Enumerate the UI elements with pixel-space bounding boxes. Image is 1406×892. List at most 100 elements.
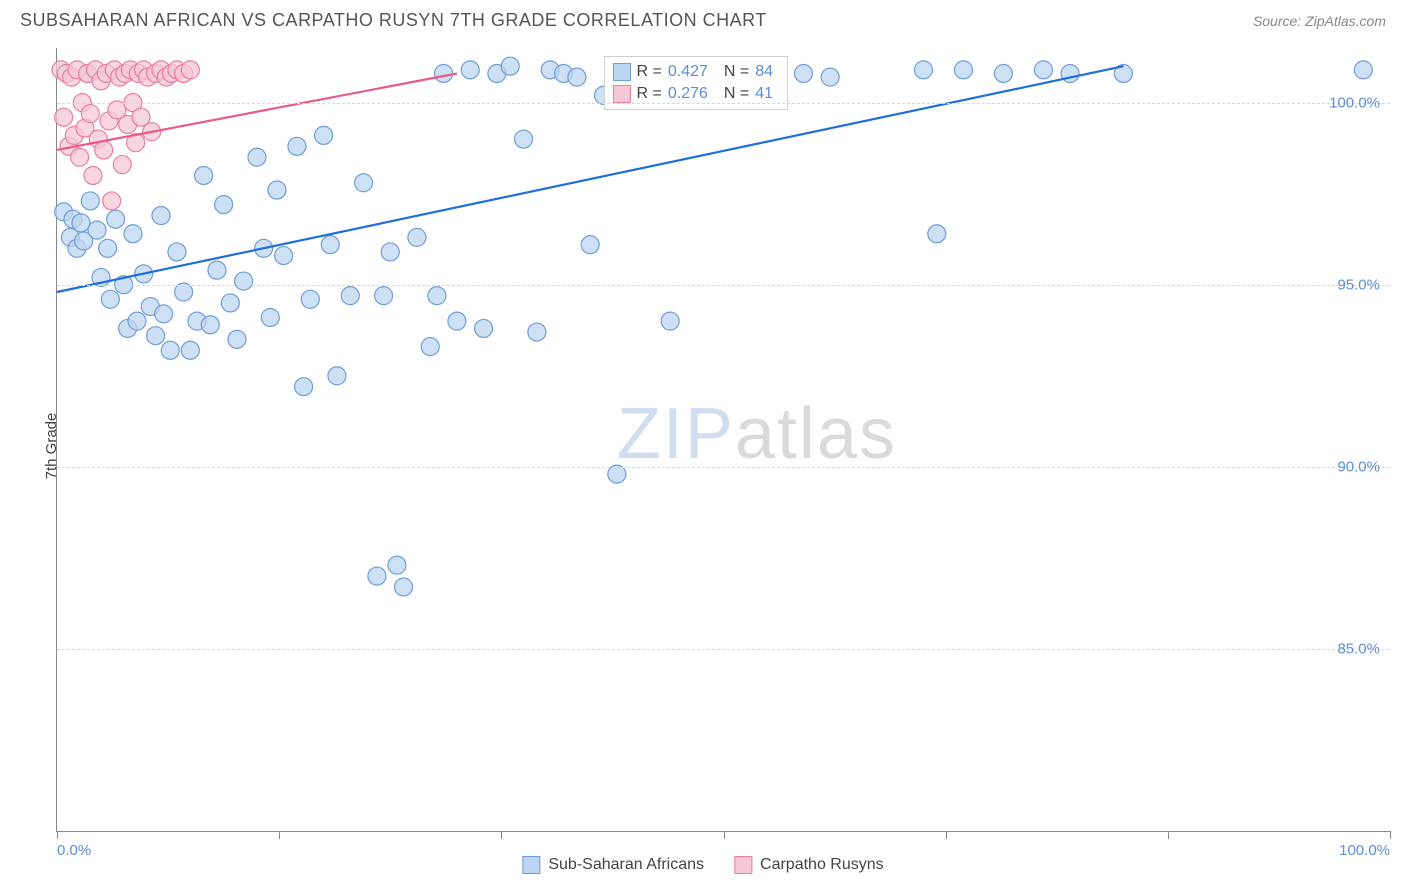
scatter-point (794, 64, 812, 82)
x-tick (501, 831, 502, 839)
scatter-point (568, 68, 586, 86)
scatter-point (421, 338, 439, 356)
scatter-point (448, 312, 466, 330)
scatter-point (81, 105, 99, 123)
scatter-point (101, 290, 119, 308)
scatter-point (268, 181, 286, 199)
scatter-point (355, 174, 373, 192)
series-legend: Sub-Saharan Africans Carpatho Rusyns (522, 856, 883, 874)
scatter-point (248, 148, 266, 166)
scatter-point (994, 64, 1012, 82)
scatter-point (408, 228, 426, 246)
scatter-point (321, 236, 339, 254)
x-tick (57, 831, 58, 839)
scatter-point (661, 312, 679, 330)
scatter-point (375, 287, 393, 305)
scatter-point (475, 319, 493, 337)
scatter-point (195, 166, 213, 184)
legend-n-label: N = (724, 61, 749, 83)
legend-row: R = 0.427 N = 84 (613, 61, 780, 83)
scatter-point (954, 61, 972, 79)
scatter-point (235, 272, 253, 290)
scatter-point (1034, 61, 1052, 79)
scatter-point (181, 341, 199, 359)
scatter-point (301, 290, 319, 308)
chart-plot-area: ZIPatlas R =0.427N =84R =0.276N =41 85.0… (56, 48, 1390, 832)
scatter-point (84, 166, 102, 184)
y-tick-label: 95.0% (1337, 276, 1380, 293)
scatter-point (95, 141, 113, 159)
scatter-point (315, 126, 333, 144)
scatter-point (161, 341, 179, 359)
scatter-point (55, 108, 73, 126)
legend-series-name: Carpatho Rusyns (760, 856, 884, 874)
legend-swatch (613, 63, 631, 81)
scatter-point (99, 239, 117, 257)
legend-r-label: R = (637, 61, 662, 83)
trend-line (57, 66, 1123, 292)
scatter-point (147, 327, 165, 345)
scatter-svg (57, 48, 1390, 831)
scatter-point (215, 196, 233, 214)
scatter-point (581, 236, 599, 254)
scatter-point (208, 261, 226, 279)
scatter-point (113, 156, 131, 174)
gridline (57, 285, 1390, 286)
x-tick (1168, 831, 1169, 839)
scatter-point (1354, 61, 1372, 79)
scatter-point (168, 243, 186, 261)
scatter-point (128, 312, 146, 330)
source-label: Source: ZipAtlas.com (1253, 13, 1386, 29)
scatter-point (81, 192, 99, 210)
x-tick-label: 100.0% (1339, 842, 1390, 859)
y-tick-label: 90.0% (1337, 458, 1380, 475)
scatter-point (181, 61, 199, 79)
x-tick (279, 831, 280, 839)
scatter-point (107, 210, 125, 228)
scatter-point (261, 308, 279, 326)
y-tick-label: 85.0% (1337, 640, 1380, 657)
scatter-point (228, 330, 246, 348)
scatter-point (328, 367, 346, 385)
scatter-point (914, 61, 932, 79)
scatter-point (515, 130, 533, 148)
x-tick (724, 831, 725, 839)
legend-r-value: 0.427 (668, 61, 718, 83)
scatter-point (928, 225, 946, 243)
gridline (57, 103, 1390, 104)
x-tick (946, 831, 947, 839)
scatter-point (152, 207, 170, 225)
chart-title: SUBSAHARAN AFRICAN VS CARPATHO RUSYN 7TH… (20, 10, 767, 31)
scatter-point (295, 378, 313, 396)
scatter-point (124, 225, 142, 243)
scatter-point (395, 578, 413, 596)
scatter-point (381, 243, 399, 261)
legend-item: Sub-Saharan Africans (522, 856, 704, 874)
x-tick (1390, 831, 1391, 839)
scatter-point (341, 287, 359, 305)
scatter-point (88, 221, 106, 239)
scatter-point (388, 556, 406, 574)
legend-n-value: 84 (755, 61, 779, 83)
legend-series-name: Sub-Saharan Africans (548, 856, 704, 874)
scatter-point (72, 214, 90, 232)
scatter-point (288, 137, 306, 155)
scatter-point (201, 316, 219, 334)
scatter-point (368, 567, 386, 585)
scatter-point (103, 192, 121, 210)
legend-swatch (613, 85, 631, 103)
scatter-point (461, 61, 479, 79)
scatter-point (821, 68, 839, 86)
legend-item: Carpatho Rusyns (734, 856, 884, 874)
scatter-point (221, 294, 239, 312)
scatter-point (435, 64, 453, 82)
legend-swatch (734, 856, 752, 874)
legend-swatch (522, 856, 540, 874)
scatter-point (528, 323, 546, 341)
scatter-point (275, 247, 293, 265)
y-tick-label: 100.0% (1329, 94, 1380, 111)
scatter-point (71, 148, 89, 166)
gridline (57, 649, 1390, 650)
scatter-point (428, 287, 446, 305)
x-tick-label: 0.0% (57, 842, 91, 859)
